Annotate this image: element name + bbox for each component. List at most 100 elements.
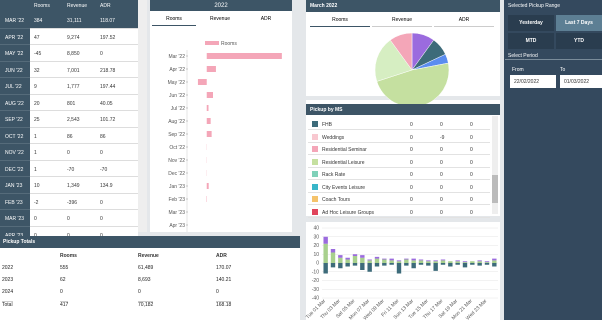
row-label: SEP '22 xyxy=(5,117,23,123)
month-cell xyxy=(0,160,30,177)
bar-segment xyxy=(470,261,475,263)
cell: 0 xyxy=(34,233,37,239)
y-tick-label: 10 xyxy=(313,252,319,258)
cell: 417 xyxy=(60,301,69,308)
row-label: MAY '22 xyxy=(5,51,24,57)
cell: -396 xyxy=(67,199,78,206)
row xyxy=(0,193,138,210)
tab[interactable]: Revenue xyxy=(372,17,432,27)
scrollbar[interactable] xyxy=(138,0,147,232)
tab[interactable]: Rooms xyxy=(152,16,196,26)
bar-segment xyxy=(426,263,431,266)
bar-segment xyxy=(492,260,497,263)
bar-segment xyxy=(404,263,409,266)
cell: 0 xyxy=(440,209,443,216)
tab[interactable]: Rooms xyxy=(310,17,370,27)
bar-segment xyxy=(455,261,460,263)
cell: 70,182 xyxy=(138,301,154,308)
column-header: ADR xyxy=(100,3,111,9)
bar-segment xyxy=(484,261,490,263)
bar-segment xyxy=(418,263,424,265)
cell: 9,274 xyxy=(67,34,80,41)
row-divider xyxy=(308,216,490,218)
from-label: From xyxy=(512,67,524,73)
month-cell xyxy=(0,111,30,128)
from-input[interactable]: 22/02/2022 xyxy=(510,75,556,88)
cell: 0 xyxy=(440,147,443,153)
bar-segment xyxy=(492,263,497,267)
daily-panel xyxy=(306,222,500,320)
category-label: Jan '23 xyxy=(169,184,185,190)
bar-segment xyxy=(411,260,416,263)
cell: 0 xyxy=(470,134,473,141)
bar-segment xyxy=(396,263,402,274)
row xyxy=(0,12,138,29)
row xyxy=(0,111,138,128)
category-label: Apr '22 xyxy=(169,67,185,73)
row-label: MAR '22 xyxy=(5,18,25,24)
category-label: Mar '23 xyxy=(168,210,185,216)
range-button[interactable]: Yesterday xyxy=(508,15,554,31)
cell: 0 xyxy=(100,233,103,239)
scrollbar[interactable] xyxy=(492,116,498,214)
cell: 40.05 xyxy=(100,100,113,107)
month-cell xyxy=(0,177,30,194)
bar-segment xyxy=(396,261,402,263)
bar-segment xyxy=(374,256,380,259)
color-swatch xyxy=(312,133,318,140)
range-button[interactable]: Last 7 Days xyxy=(556,15,602,31)
row-divider xyxy=(308,179,490,180)
cell: 801 xyxy=(67,100,76,107)
cell: 0 xyxy=(34,216,37,222)
bar-segment xyxy=(492,258,497,261)
bar-segment xyxy=(455,263,460,265)
category-label: Sep '22 xyxy=(168,132,185,138)
month-cell xyxy=(0,94,30,111)
cell: 0 xyxy=(410,184,413,191)
cell: 7,001 xyxy=(67,67,80,74)
bar-segment xyxy=(360,255,365,258)
row-label: 2024 xyxy=(2,289,14,295)
cell: 0 xyxy=(100,150,103,156)
cell: 0 xyxy=(440,159,443,166)
cell: 140.21 xyxy=(216,277,232,283)
tab[interactable]: Revenue xyxy=(209,16,230,22)
bar-segment xyxy=(418,260,424,263)
bar-segment xyxy=(477,261,482,263)
bar-segment xyxy=(338,257,343,263)
cell: 0 xyxy=(410,209,413,216)
row xyxy=(0,28,138,45)
bar-segment xyxy=(418,259,424,261)
cell: 0 xyxy=(470,159,473,166)
month-cell xyxy=(0,210,30,227)
range-button[interactable]: YTD xyxy=(556,33,602,49)
bar-segment xyxy=(323,236,328,244)
cell: 118.07 xyxy=(100,18,115,24)
bar-segment xyxy=(440,259,446,261)
tab[interactable]: ADR xyxy=(260,16,272,22)
row-label: JUN '22 xyxy=(5,67,23,74)
row-label: 2022 xyxy=(2,265,14,271)
bar-segment xyxy=(455,260,460,262)
range-button[interactable]: MTD xyxy=(508,33,554,49)
bar xyxy=(206,131,212,137)
bar xyxy=(206,118,211,124)
row-label: AUG '22 xyxy=(5,100,24,107)
to-label: To xyxy=(560,67,566,73)
cell: 1,349 xyxy=(67,183,80,189)
cell: 555 xyxy=(60,265,69,271)
to-input[interactable]: 01/03/2022 xyxy=(560,75,602,88)
row xyxy=(0,94,138,111)
tab[interactable]: ADR xyxy=(434,17,494,27)
month-cell xyxy=(0,127,30,144)
bar-segment xyxy=(440,263,446,265)
bar-segment xyxy=(477,260,482,262)
scroll-thumb[interactable] xyxy=(492,175,498,203)
category-label: May '22 xyxy=(168,80,186,86)
category-label: Jun '22 xyxy=(169,93,185,99)
category-label: Feb '23 xyxy=(168,197,185,203)
category-label: Aug '22 xyxy=(168,119,185,125)
bar-segment xyxy=(462,261,468,263)
cell: 62 xyxy=(60,277,66,283)
